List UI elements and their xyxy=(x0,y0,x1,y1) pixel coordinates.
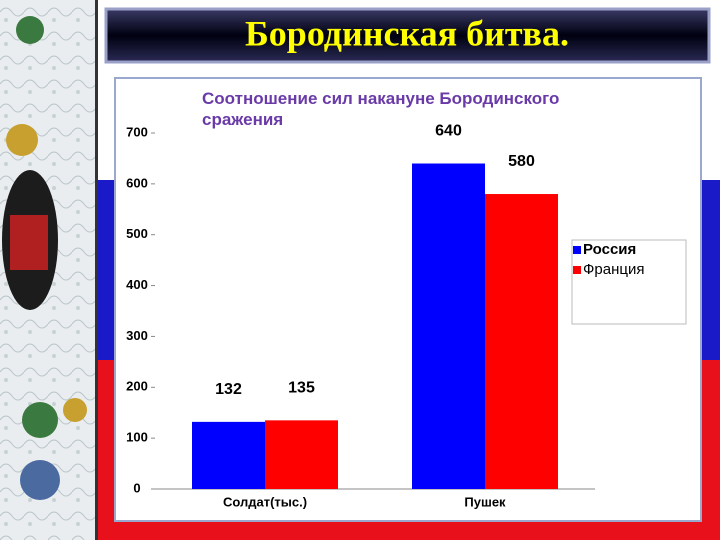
x-tick-label: Солдат(тыс.) xyxy=(223,494,307,509)
y-tick-label: 200 xyxy=(126,379,148,394)
legend-box xyxy=(571,239,687,325)
data-label: 640 xyxy=(435,123,462,140)
bar xyxy=(412,163,485,489)
slide-title: Бородинская битва. xyxy=(245,13,569,53)
data-label: 132 xyxy=(215,381,242,398)
legend-label: Франция xyxy=(583,261,644,278)
data-label: 580 xyxy=(508,153,535,170)
divider xyxy=(95,0,98,540)
y-tick-label: 600 xyxy=(126,175,148,190)
legend-label: Россия xyxy=(583,241,636,258)
y-tick-label: 400 xyxy=(126,277,148,292)
y-tick-label: 300 xyxy=(126,328,148,343)
y-tick-label: 0 xyxy=(133,480,140,495)
y-tick-label: 100 xyxy=(126,430,148,445)
legend-swatch xyxy=(573,246,581,254)
y-tick-label: 700 xyxy=(126,124,148,139)
data-label: 135 xyxy=(288,380,315,397)
bar xyxy=(192,421,265,489)
chart-title-line: Соотношение сил накануне Бородинского xyxy=(202,89,559,108)
title-box xyxy=(104,7,711,64)
bar xyxy=(265,420,338,489)
legend-swatch xyxy=(573,266,581,274)
chart-title-line: сражения xyxy=(202,110,283,129)
x-tick-label: Пушек xyxy=(464,494,506,509)
bar xyxy=(485,194,558,489)
eagle-ornament xyxy=(2,16,87,500)
y-tick-label: 500 xyxy=(126,226,148,241)
chart-title: Соотношение сил накануне Бородинского сра… xyxy=(202,89,559,129)
